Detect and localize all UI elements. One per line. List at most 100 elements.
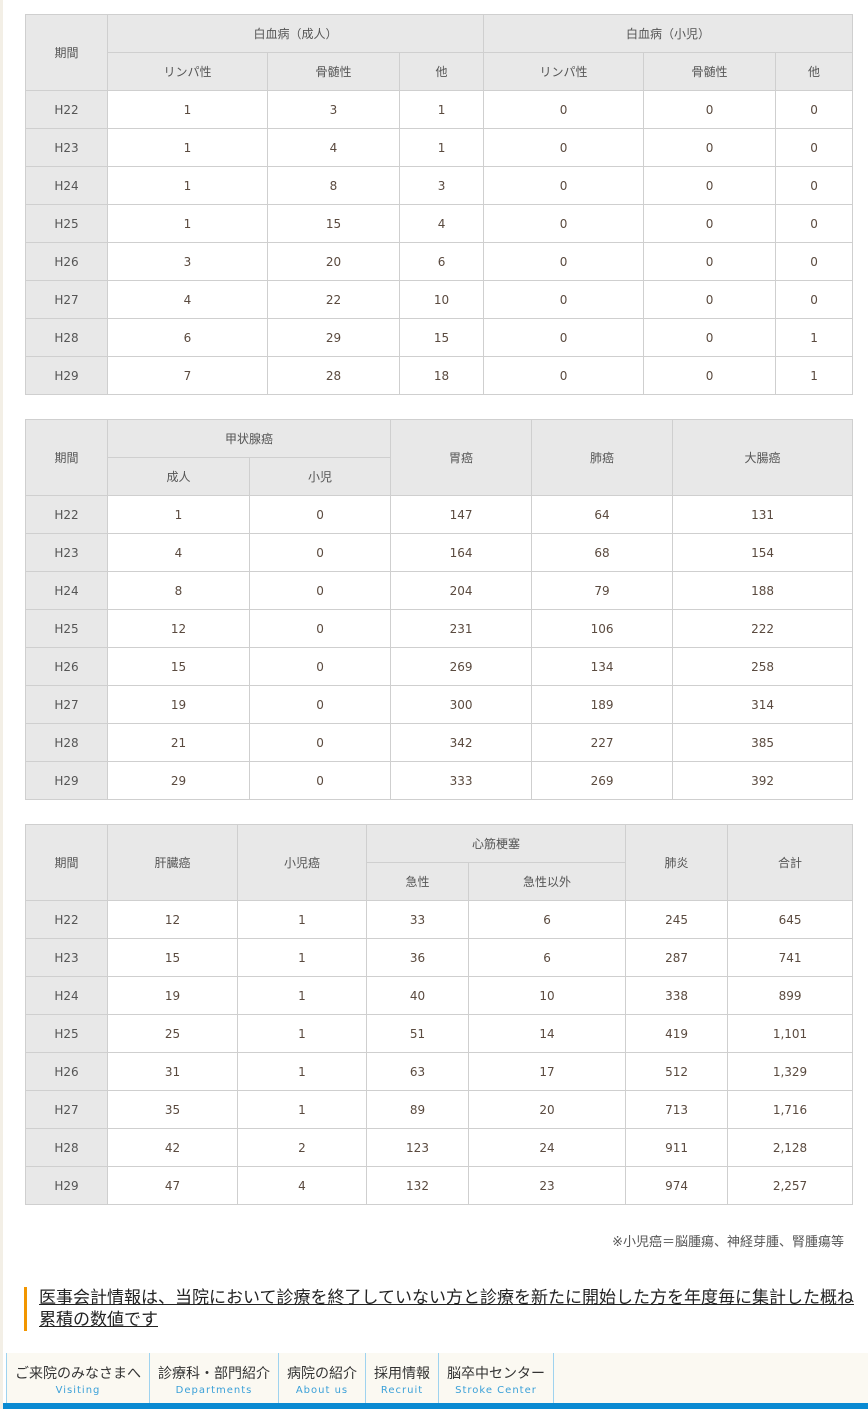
period-cell: H27	[25, 280, 108, 319]
value-cell: 1	[237, 976, 367, 1015]
value-cell: 8	[107, 571, 250, 610]
column-header: 急性	[366, 862, 469, 901]
value-cell: 2	[237, 1128, 367, 1167]
value-cell: 0	[643, 166, 777, 205]
period-cell: H28	[25, 1128, 108, 1167]
footer-bar	[3, 1403, 868, 1409]
period-cell: H24	[25, 166, 108, 205]
nav-visiting[interactable]: ご来院のみなさまへ Visiting	[6, 1353, 150, 1403]
column-header: 期間	[25, 419, 108, 496]
value-cell: 1	[237, 938, 367, 977]
table-row: H22 1 0 147 64 131	[25, 495, 854, 534]
value-cell: 10	[398, 280, 485, 319]
period-cell: H25	[25, 1014, 108, 1053]
nav-about[interactable]: 病院の紹介 About us	[279, 1353, 366, 1403]
nav-stroke-center[interactable]: 脳卒中センター Stroke Center	[439, 1353, 554, 1403]
value-cell: 0	[483, 166, 645, 205]
value-cell: 12	[107, 900, 238, 939]
value-cell: 741	[727, 938, 854, 977]
value-cell: 22	[267, 280, 400, 319]
table-row: H23 15 1 36 6 287 741	[25, 938, 854, 977]
value-cell: 123	[366, 1128, 469, 1167]
value-cell: 0	[483, 242, 645, 281]
value-cell: 4	[237, 1166, 367, 1205]
value-cell: 300	[390, 685, 533, 724]
column-header: 小児	[248, 457, 392, 496]
value-cell: 0	[248, 571, 392, 610]
liver-child-heart-pneumonia-table: 期間 肝臓癌 小児癌 心筋梗塞 肺炎 合計 急性 急性以外 H22 12 1 33 6 245 645 H23…	[25, 824, 854, 1205]
value-cell: 3	[107, 242, 268, 281]
value-cell: 20	[467, 1090, 627, 1129]
column-header: 骨髄性	[643, 52, 777, 91]
value-cell: 42	[107, 1128, 238, 1167]
value-cell: 131	[672, 495, 854, 534]
value-cell: 1	[775, 318, 854, 357]
value-cell: 269	[531, 761, 674, 800]
period-cell: H22	[25, 495, 108, 534]
column-header: 肺炎	[625, 824, 729, 901]
value-cell: 10	[467, 976, 627, 1015]
value-cell: 0	[483, 204, 645, 243]
value-cell: 15	[267, 204, 400, 243]
column-header: 成人	[107, 457, 250, 496]
table-row: H27 19 0 300 189 314	[25, 685, 854, 724]
column-header: 心筋梗塞	[365, 824, 627, 863]
period-cell: H22	[25, 900, 108, 939]
value-cell: 0	[248, 723, 392, 762]
header-row: 期間 白血病（成人） 白血病（小児）	[25, 14, 854, 91]
value-cell: 245	[625, 900, 729, 939]
table-row: H27 4 22 10 0 0 0	[25, 280, 854, 319]
nav-label: ご来院のみなさまへ	[15, 1366, 141, 1382]
value-cell: 0	[775, 242, 854, 281]
column-header: リンパ性	[107, 52, 268, 91]
value-cell: 1	[107, 128, 268, 167]
value-cell: 29	[107, 761, 250, 800]
table-row: H24 8 0 204 79 188	[25, 571, 854, 610]
column-header: 小児癌	[237, 824, 367, 901]
column-header: 大腸癌	[672, 419, 854, 496]
value-cell: 6	[467, 900, 627, 939]
column-header: 胃癌	[390, 419, 533, 496]
nav-departments[interactable]: 診療科・部門紹介 Departments	[150, 1353, 279, 1403]
table-row: H28 21 0 342 227 385	[25, 723, 854, 762]
column-header: 期間	[25, 14, 108, 91]
header-row: リンパ性 骨髄性他リンパ性 骨髄性他	[26, 52, 854, 91]
header-row: 成人 小児	[26, 457, 853, 496]
value-cell: 35	[107, 1090, 238, 1129]
column-header: 白血病（小児）	[483, 14, 854, 53]
value-cell: 132	[366, 1166, 469, 1205]
value-cell: 645	[727, 900, 854, 939]
value-cell: 7	[107, 356, 268, 395]
column-header: 他	[398, 52, 485, 91]
period-cell: H26	[25, 242, 108, 281]
value-cell: 25	[107, 1014, 238, 1053]
period-cell: H28	[25, 723, 108, 762]
value-cell: 287	[625, 938, 729, 977]
column-header: 肝臓癌	[107, 824, 238, 901]
value-cell: 0	[483, 280, 645, 319]
period-cell: H27	[25, 1090, 108, 1129]
info-heading[interactable]: 医事会計情報は、当院において診療を終了していない方と診療を新たに開始した方を年度…	[24, 1287, 854, 1331]
table-row: H29 47 4 132 23 974 2,257	[25, 1166, 854, 1205]
value-cell: 40	[366, 976, 469, 1015]
value-cell: 0	[643, 318, 777, 357]
table-row: H24 19 1 40 10 338 899	[25, 976, 854, 1015]
table-row: H22 1 3 1 0 0 0	[25, 90, 854, 129]
value-cell: 1	[398, 128, 485, 167]
value-cell: 1	[237, 1014, 367, 1053]
nav-recruit[interactable]: 採用情報 Recruit	[366, 1353, 439, 1403]
value-cell: 392	[672, 761, 854, 800]
value-cell: 0	[483, 356, 645, 395]
value-cell: 19	[107, 685, 250, 724]
table-row: H22 12 1 33 6 245 645	[25, 900, 854, 939]
value-cell: 15	[107, 938, 238, 977]
footer-nav: ご来院のみなさまへ Visiting 診療科・部門紹介 Departments 病院…	[6, 1353, 868, 1403]
value-cell: 188	[672, 571, 854, 610]
nav-label: 診療科・部門紹介	[158, 1366, 270, 1382]
value-cell: 1	[237, 1052, 367, 1091]
nav-sublabel: Recruit	[380, 1385, 424, 1396]
header-row: 期間 肝臓癌 小児癌 心筋梗塞 肺炎 合計	[25, 824, 854, 901]
value-cell: 0	[483, 128, 645, 167]
period-cell: H29	[25, 356, 108, 395]
value-cell: 51	[366, 1014, 469, 1053]
